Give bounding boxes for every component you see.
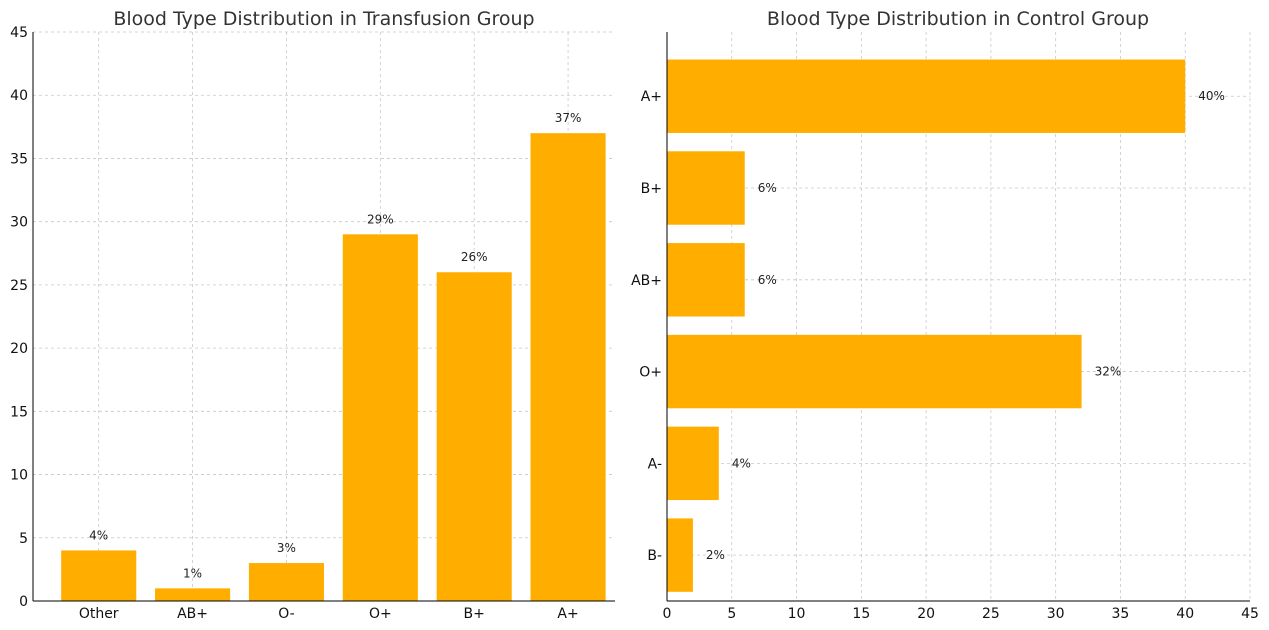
x-tick-label: 35 [1112, 606, 1130, 622]
y-tick-label: 30 [10, 215, 28, 231]
bar [61, 550, 137, 601]
y-tick-label: B- [647, 548, 662, 564]
data-label: 4% [89, 528, 108, 542]
data-label: 6% [758, 181, 777, 195]
bar [667, 151, 745, 225]
x-tick-label: A+ [557, 606, 578, 622]
x-tick-label: 40 [1176, 606, 1194, 622]
y-tick-label: 25 [10, 278, 28, 294]
data-label: 2% [706, 548, 725, 562]
x-tick-label: 45 [1241, 606, 1259, 622]
y-tick-label: 45 [10, 25, 28, 41]
y-tick-label: A- [648, 456, 662, 472]
bar [667, 426, 719, 501]
data-label: 40% [1198, 89, 1225, 103]
x-tick-label: B+ [464, 606, 485, 622]
bar [248, 563, 324, 601]
control-group-chart: Blood Type Distribution in Control Group… [631, 8, 1259, 622]
x-tick-label: O+ [369, 606, 392, 622]
y-tick-label: O+ [639, 365, 662, 381]
x-tick-label: Other [79, 606, 119, 622]
y-tick-label: 0 [19, 594, 28, 610]
data-label: 32% [1095, 365, 1122, 379]
x-tick-label: 0 [663, 606, 672, 622]
bar [667, 334, 1082, 409]
y-tick-label: A+ [641, 89, 662, 105]
data-label: 1% [183, 566, 202, 580]
data-label: 26% [461, 250, 488, 264]
bar [342, 234, 418, 602]
x-tick-label: 15 [852, 606, 870, 622]
data-label: 6% [758, 273, 777, 287]
x-tick-label: 30 [1047, 606, 1065, 622]
data-label: 4% [732, 456, 751, 470]
data-label: 29% [367, 212, 394, 226]
x-tick-label: AB+ [177, 606, 208, 622]
data-label: 37% [555, 111, 582, 125]
x-tick-label: 5 [727, 606, 736, 622]
bar [155, 588, 231, 601]
y-tick-label: AB+ [631, 273, 662, 289]
y-tick-label: 15 [10, 404, 28, 420]
data-label: 3% [277, 541, 296, 555]
bar [667, 518, 693, 592]
chart-title: Blood Type Distribution in Transfusion G… [113, 8, 534, 30]
x-tick-label: 25 [982, 606, 1000, 622]
y-tick-label: 35 [10, 151, 28, 167]
y-tick-label: 40 [10, 88, 28, 104]
bar [530, 133, 606, 601]
x-tick-label: O- [278, 606, 294, 622]
x-tick-label: 10 [788, 606, 806, 622]
bar [436, 272, 512, 601]
bar [667, 59, 1186, 133]
transfusion-group-chart: Blood Type Distribution in Transfusion G… [10, 8, 615, 622]
chart-title: Blood Type Distribution in Control Group [767, 8, 1149, 30]
y-tick-label: 5 [19, 531, 28, 547]
x-tick-label: 20 [917, 606, 935, 622]
y-tick-label: 20 [10, 341, 28, 357]
y-tick-label: B+ [641, 181, 662, 197]
bar [667, 243, 745, 317]
y-tick-label: 10 [10, 468, 28, 484]
